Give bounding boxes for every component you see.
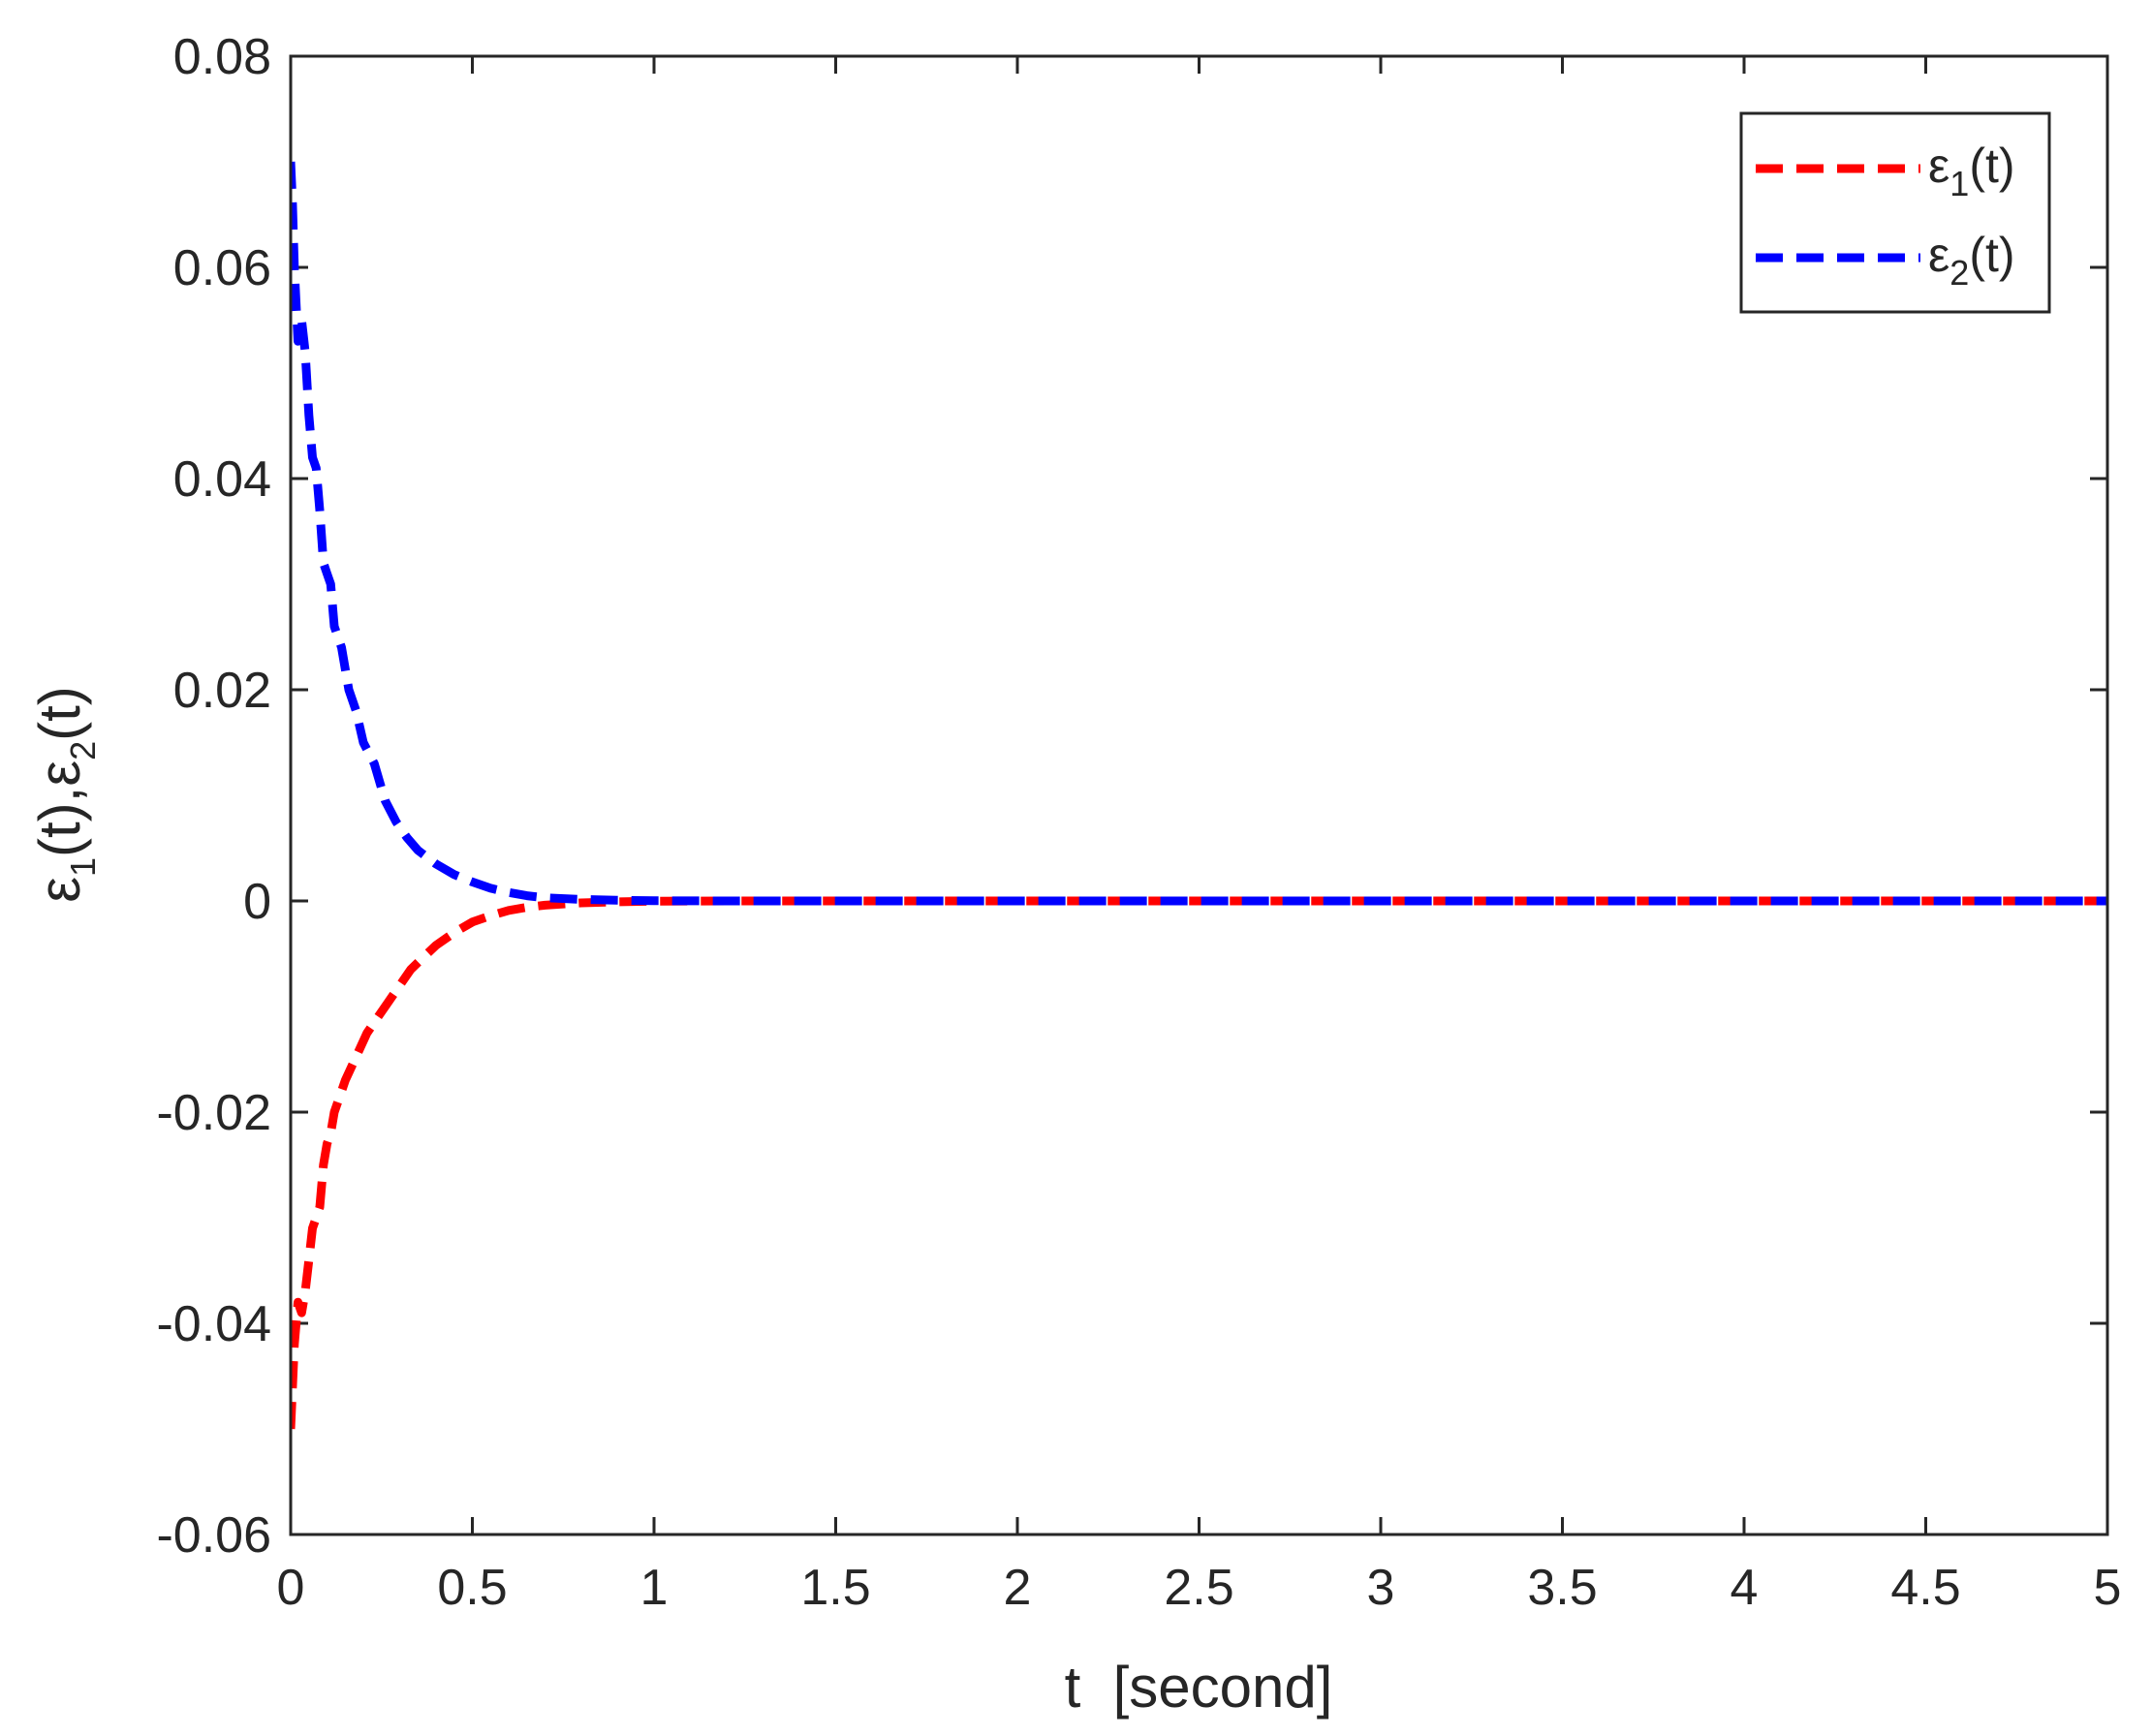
- x-tick-label: 0.5: [437, 1560, 507, 1616]
- series-line-2: [291, 161, 2107, 906]
- y-tick-label: 0: [243, 874, 271, 930]
- x-tick-label: 4: [1731, 1560, 1759, 1616]
- legend-label-series-1: ε1(t): [1928, 139, 2015, 203]
- y-tick-label: 0.02: [173, 663, 271, 719]
- x-tick-label: 0: [277, 1560, 305, 1616]
- legend-label-series-1-sym: ε: [1928, 139, 1949, 193]
- y-axis-title-end: (t): [27, 686, 92, 741]
- x-tick-label: 1.5: [800, 1560, 870, 1616]
- legend-box: [1739, 111, 2051, 314]
- plot-frame: [289, 54, 2109, 1536]
- y-tick-label: 0.06: [173, 240, 271, 296]
- legend-label-series-2-sym: ε: [1928, 228, 1949, 282]
- x-tick-label: 5: [2094, 1560, 2122, 1616]
- y-tick-label: 0.08: [173, 29, 271, 85]
- tick-labels-layer: 0 0.5 1 1.5 2 2.5 3 3.5 4 4.5 5 -0.06 -0.04 -0.02 0 0.0…: [156, 29, 2121, 1616]
- y-axis-title-mid: (t),: [27, 787, 92, 857]
- legend-label-series-2-end: (t): [1969, 228, 2014, 282]
- y-tick-label: -0.02: [156, 1085, 271, 1141]
- x-tick-label: 2: [1004, 1560, 1032, 1616]
- x-tick-label: 2.5: [1164, 1560, 1233, 1616]
- y-axis-title-sym2: ε: [27, 760, 92, 787]
- legend-label-series-1-sub: 1: [1949, 164, 1969, 203]
- y-axis-title-sub2: 2: [63, 741, 103, 760]
- x-tick-label: 3.5: [1527, 1560, 1597, 1616]
- x-axis-title: t [second]: [1065, 1655, 1333, 1720]
- x-tick-label: 3: [1367, 1560, 1395, 1616]
- y-tick-label: -0.06: [156, 1507, 271, 1564]
- y-tick-label: 0.04: [173, 451, 271, 508]
- y-axis-title: ε1(t),ε2(t): [27, 686, 103, 903]
- legend-label-series-1-end: (t): [1969, 139, 2014, 193]
- x-tick-label: 4.5: [1890, 1560, 1960, 1616]
- series-layer: [291, 161, 2107, 1430]
- y-tick-label: -0.04: [156, 1296, 271, 1352]
- y-axis-title-sub1: 1: [63, 857, 103, 877]
- x-tick-label: 1: [640, 1560, 669, 1616]
- y-axis-title-sym1: ε: [27, 877, 92, 903]
- legend: ε1(t) ε2(t): [1739, 111, 2051, 314]
- legend-label-series-2: ε2(t): [1928, 228, 2015, 293]
- legend-label-series-2-sub: 2: [1949, 253, 1969, 293]
